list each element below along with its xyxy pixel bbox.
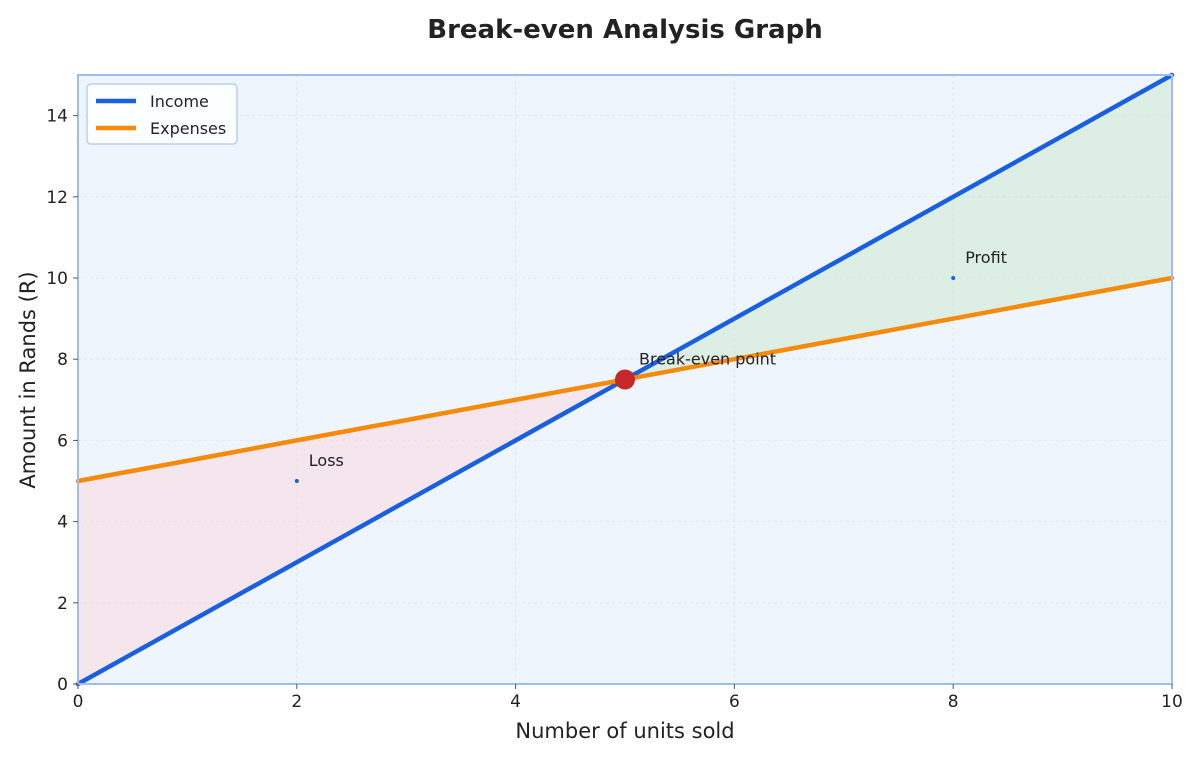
y-tick-label: 6 xyxy=(57,431,68,451)
legend: Income Expenses xyxy=(86,83,238,145)
y-tick-label: 8 xyxy=(57,350,68,370)
x-tick-label: 6 xyxy=(729,692,740,712)
break-even-marker xyxy=(615,369,635,390)
legend-label-expenses: Expenses xyxy=(150,119,226,138)
x-tick-label: 4 xyxy=(510,692,521,712)
break-even-label: Break-even point xyxy=(639,350,776,369)
x-axis-ticks: 0 2 4 6 8 10 xyxy=(73,684,1183,712)
region-label-loss: Loss xyxy=(309,451,344,470)
x-tick-label: 8 xyxy=(948,692,959,712)
y-tick-label: 14 xyxy=(46,107,68,127)
region-label-profit: Profit xyxy=(965,248,1007,267)
x-axis-label: Number of units sold xyxy=(515,719,734,743)
y-axis-label: Amount in Rands (R) xyxy=(16,271,40,488)
y-tick-label: 2 xyxy=(57,594,68,614)
annotations: Break-even point Loss Profit xyxy=(294,248,1007,483)
x-tick-label: 0 xyxy=(73,692,84,712)
plot-frame xyxy=(77,74,1173,685)
region-marker-profit xyxy=(951,276,956,280)
y-tick-label: 4 xyxy=(57,513,68,533)
y-tick-label: 12 xyxy=(46,188,68,208)
x-tick-label: 10 xyxy=(1161,692,1183,712)
region-marker-loss xyxy=(294,479,299,483)
x-tick-label: 2 xyxy=(291,692,302,712)
y-tick-label: 10 xyxy=(46,269,68,289)
legend-label-income: Income xyxy=(150,92,209,111)
chart-title: Break-even Analysis Graph xyxy=(427,15,822,45)
y-axis-ticks: 0 2 4 6 8 10 12 14 xyxy=(46,107,78,695)
y-tick-label: 0 xyxy=(57,675,68,695)
